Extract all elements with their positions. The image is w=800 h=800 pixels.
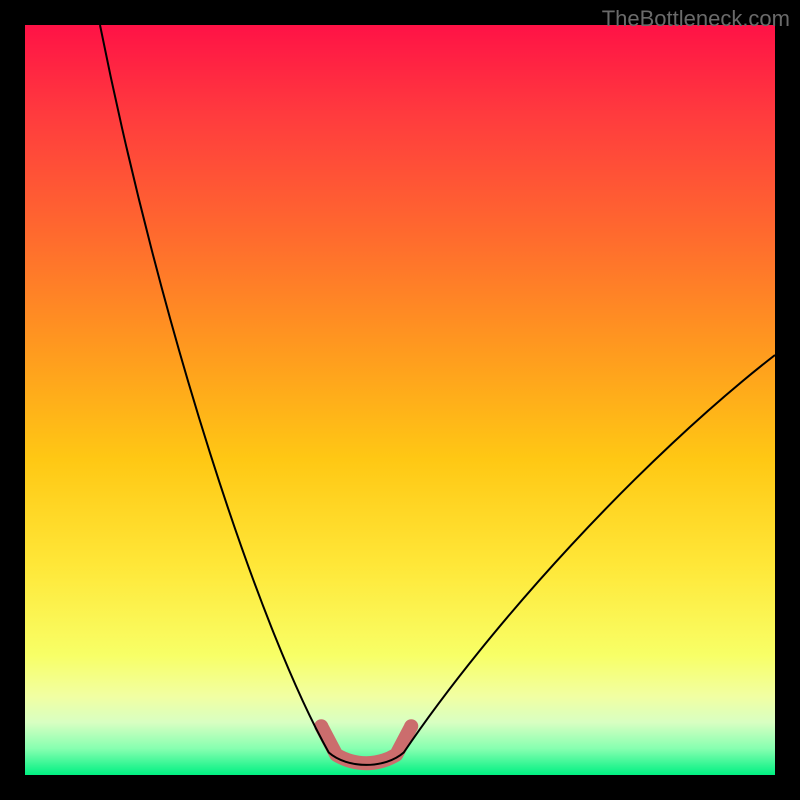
- stage: TheBottleneck.com: [0, 0, 800, 800]
- bottleneck-chart: [25, 25, 775, 775]
- highlight-endcap: [404, 719, 418, 733]
- heat-gradient: [25, 25, 775, 775]
- watermark-text: TheBottleneck.com: [602, 6, 790, 32]
